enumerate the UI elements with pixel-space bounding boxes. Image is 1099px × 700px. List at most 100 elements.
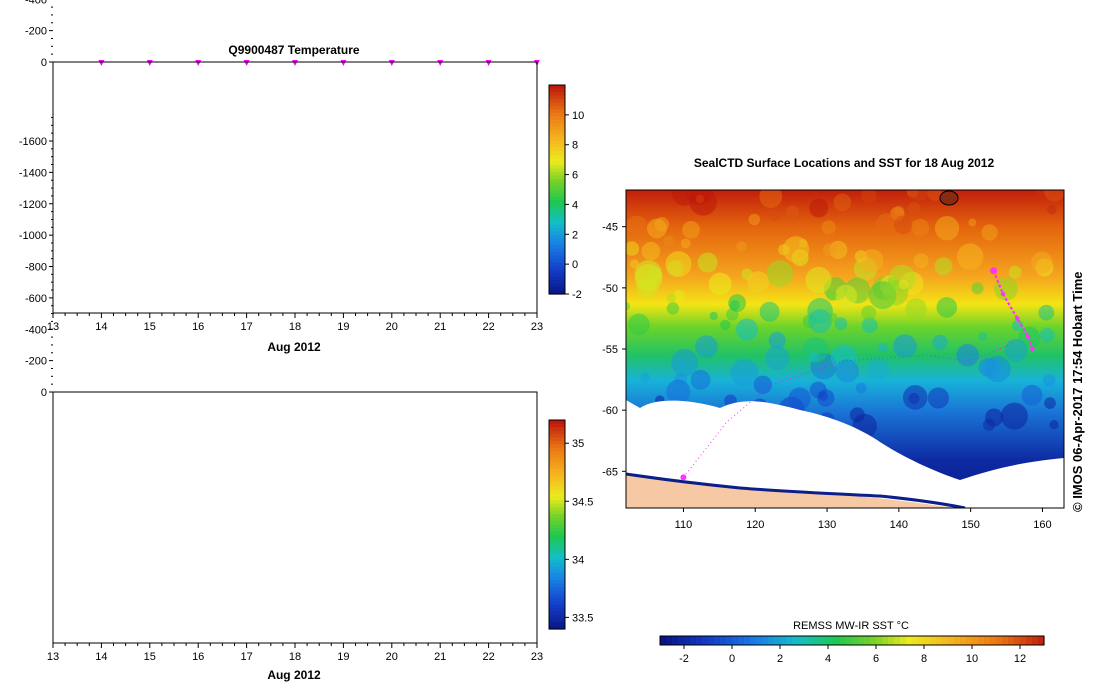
- y-tick-label: -800: [25, 262, 47, 274]
- sst-patch: [809, 352, 819, 363]
- colorbar-step: [549, 161, 565, 166]
- colorbar-step: [549, 482, 565, 487]
- profile-markers: [98, 60, 540, 66]
- sst-patch: [1021, 384, 1043, 406]
- colorbar-step: [549, 217, 565, 222]
- map-colorbar-step: [1020, 636, 1027, 645]
- colorbar-step: [549, 514, 565, 519]
- salinity-section-plot: 0 -200 -400 -600 -800 -1000 -1200 -1400 -1600 13…: [19, 116, 593, 682]
- sst-patch: [809, 198, 829, 218]
- map-colorbar-step: [1026, 636, 1033, 645]
- colorbar-step: [549, 91, 565, 97]
- map-colorbar-tick-label: 4: [825, 653, 831, 665]
- colorbar-step: [549, 472, 565, 477]
- map-colorbar-tick-label: 8: [921, 653, 927, 665]
- map-colorbar-tick-label: 12: [1014, 653, 1026, 665]
- colorbar-step: [549, 140, 565, 145]
- sst-patch: [671, 190, 698, 206]
- map-colorbar-step: [1008, 636, 1015, 645]
- sst-patch: [849, 407, 865, 423]
- map-colorbar-step: [672, 636, 679, 645]
- colorbar-step: [549, 126, 565, 131]
- temperature-x-label: Aug 2012: [267, 340, 321, 354]
- map-colorbar-step: [798, 636, 805, 645]
- colorbar-step: [549, 88, 565, 93]
- map-colorbar-step: [834, 636, 841, 645]
- map-colorbar-step: [912, 636, 919, 645]
- sst-patch: [805, 266, 832, 294]
- map-colorbar-step: [780, 636, 787, 645]
- colorbar-step: [549, 102, 565, 107]
- colorbar-tick-label: 0: [572, 259, 578, 271]
- colorbar-step: [549, 234, 565, 239]
- colorbar-tick-label: 34.5: [572, 496, 593, 508]
- colorbar-step: [549, 119, 565, 124]
- map-colorbar-step: [924, 636, 931, 645]
- sst-patch: [1004, 338, 1028, 362]
- colorbar-step: [549, 444, 565, 449]
- map-colorbar-label: REMSS MW-IR SST °C: [793, 620, 909, 632]
- sst-patch: [666, 293, 676, 303]
- map-colorbar-step: [894, 636, 901, 645]
- profile-marker: [437, 60, 444, 66]
- map-colorbar-step: [900, 636, 907, 645]
- map-colorbar-tick-label: 2: [777, 653, 783, 665]
- colorbar-step: [549, 210, 565, 215]
- colorbar-step: [549, 95, 565, 100]
- temperature-y-axis: 0-200-400-600-800-1000-1200-1400-1600: [25, 0, 53, 69]
- colorbar-step: [549, 521, 565, 526]
- colorbar-step: [549, 507, 565, 512]
- map-colorbar-step: [942, 636, 949, 645]
- map-colorbar-step: [768, 636, 775, 645]
- x-tick-label: 16: [192, 651, 204, 663]
- colorbar-step: [549, 587, 565, 592]
- map-colorbar-step: [1038, 636, 1045, 645]
- map-colorbar-step: [804, 636, 811, 645]
- sst-patch: [861, 305, 877, 321]
- y-tick-label: -400: [25, 324, 47, 336]
- sst-patch: [634, 260, 663, 288]
- colorbar-tick-label: 6: [572, 170, 578, 182]
- colorbar-step: [549, 112, 565, 117]
- sst-texture: [626, 190, 1064, 439]
- colorbar-step: [549, 555, 565, 560]
- map-colorbar-step: [864, 636, 871, 645]
- sst-patch: [1038, 304, 1055, 321]
- map-colorbar-step: [792, 636, 799, 645]
- colorbar-step: [549, 594, 565, 599]
- x-tick-label: 14: [95, 651, 107, 663]
- sst-patch: [1042, 374, 1056, 387]
- map-colorbar-step: [726, 636, 733, 645]
- colorbar-step: [549, 458, 565, 463]
- tasmania-land: [939, 190, 959, 206]
- colorbar-step: [549, 224, 565, 229]
- colorbar-step: [549, 496, 565, 501]
- sst-patch: [736, 241, 747, 252]
- map-colorbar-step: [948, 636, 955, 645]
- salinity-x-label: Aug 2012: [267, 668, 321, 682]
- colorbar-step: [549, 266, 565, 271]
- sst-patch: [1008, 265, 1022, 279]
- map-latitude-axis: -45 -50 -55 -60 -65: [602, 222, 626, 478]
- colorbar-step: [549, 597, 565, 602]
- sst-patch: [666, 379, 691, 404]
- sst-patch: [981, 358, 1002, 379]
- sst-patch: [690, 369, 711, 390]
- colorbar-step: [549, 182, 565, 187]
- colorbar-step: [549, 147, 565, 152]
- colorbar-step: [549, 158, 565, 163]
- sst-patch: [778, 244, 790, 256]
- map-colorbar-step: [738, 636, 745, 645]
- sst-patch: [981, 224, 998, 241]
- sst-patch: [908, 392, 920, 404]
- map-colorbar-step: [930, 636, 937, 645]
- map-colorbar-step: [1002, 636, 1009, 645]
- colorbar-step: [549, 420, 565, 425]
- sst-patch: [639, 372, 651, 383]
- profile-marker: [98, 60, 105, 66]
- colorbar-step: [549, 203, 565, 208]
- map-colorbar-step: [984, 636, 991, 645]
- colorbar-step: [549, 608, 565, 613]
- x-tick-label: 21: [434, 651, 446, 663]
- y-tick-label: 0: [41, 387, 47, 399]
